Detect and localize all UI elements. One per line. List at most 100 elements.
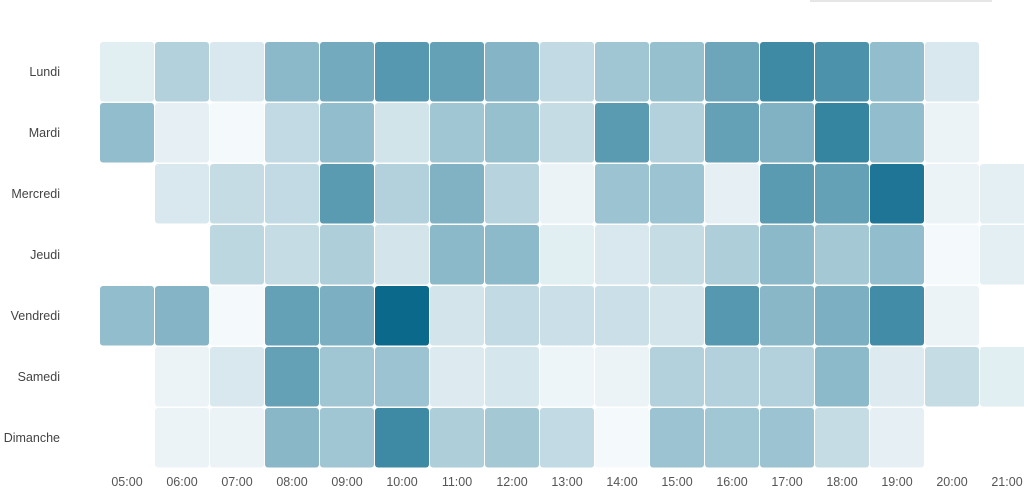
- heatmap-cell-dimanche-0700[interactable]: [210, 408, 264, 468]
- heatmap-cell-vendredi-1900[interactable]: [870, 286, 924, 346]
- heatmap-cell-mercredi-1900[interactable]: [870, 164, 924, 224]
- heatmap-cell-mercredi-0600[interactable]: [155, 164, 209, 224]
- heatmap-cell-vendredi-0700[interactable]: [210, 286, 264, 346]
- heatmap-cell-dimanche-1100[interactable]: [430, 408, 484, 468]
- heatmap-cell-vendredi-0900[interactable]: [320, 286, 374, 346]
- heatmap-cell-mercredi-1800[interactable]: [815, 164, 869, 224]
- heatmap-cell-samedi-1900[interactable]: [870, 347, 924, 407]
- heatmap-cell-lundi-0900[interactable]: [320, 42, 374, 102]
- heatmap-cell-mercredi-1600[interactable]: [705, 164, 759, 224]
- heatmap-cell-dimanche-1900[interactable]: [870, 408, 924, 468]
- heatmap-cell-jeudi-1700[interactable]: [760, 225, 814, 285]
- heatmap-cell-samedi-1400[interactable]: [595, 347, 649, 407]
- heatmap-cell-jeudi-1500[interactable]: [650, 225, 704, 285]
- heatmap-cell-mardi-1500[interactable]: [650, 103, 704, 163]
- heatmap-cell-dimanche-0800[interactable]: [265, 408, 319, 468]
- heatmap-cell-lundi-0700[interactable]: [210, 42, 264, 102]
- heatmap-cell-dimanche-1000[interactable]: [375, 408, 429, 468]
- heatmap-cell-mardi-1300[interactable]: [540, 103, 594, 163]
- heatmap-cell-vendredi-1400[interactable]: [595, 286, 649, 346]
- heatmap-cell-mardi-0600[interactable]: [155, 103, 209, 163]
- heatmap-cell-samedi-1100[interactable]: [430, 347, 484, 407]
- heatmap-cell-lundi-1300[interactable]: [540, 42, 594, 102]
- heatmap-cell-lundi-1600[interactable]: [705, 42, 759, 102]
- heatmap-cell-jeudi-1300[interactable]: [540, 225, 594, 285]
- heatmap-cell-mercredi-1100[interactable]: [430, 164, 484, 224]
- heatmap-cell-vendredi-1700[interactable]: [760, 286, 814, 346]
- heatmap-cell-dimanche-1700[interactable]: [760, 408, 814, 468]
- heatmap-cell-samedi-0800[interactable]: [265, 347, 319, 407]
- heatmap-cell-lundi-1400[interactable]: [595, 42, 649, 102]
- heatmap-cell-samedi-2100[interactable]: [980, 347, 1024, 407]
- heatmap-cell-dimanche-0900[interactable]: [320, 408, 374, 468]
- heatmap-cell-lundi-1700[interactable]: [760, 42, 814, 102]
- heatmap-cell-lundi-0600[interactable]: [155, 42, 209, 102]
- heatmap-cell-mardi-0700[interactable]: [210, 103, 264, 163]
- heatmap-cell-lundi-1500[interactable]: [650, 42, 704, 102]
- heatmap-cell-lundi-1200[interactable]: [485, 42, 539, 102]
- heatmap-cell-mercredi-1500[interactable]: [650, 164, 704, 224]
- heatmap-cell-jeudi-0800[interactable]: [265, 225, 319, 285]
- heatmap-cell-samedi-1500[interactable]: [650, 347, 704, 407]
- heatmap-cell-mercredi-1300[interactable]: [540, 164, 594, 224]
- heatmap-cell-mardi-1200[interactable]: [485, 103, 539, 163]
- heatmap-cell-jeudi-2100[interactable]: [980, 225, 1024, 285]
- heatmap-cell-vendredi-2000[interactable]: [925, 286, 979, 346]
- heatmap-cell-lundi-0500[interactable]: [100, 42, 154, 102]
- heatmap-cell-jeudi-1200[interactable]: [485, 225, 539, 285]
- heatmap-cell-samedi-1000[interactable]: [375, 347, 429, 407]
- heatmap-cell-vendredi-1600[interactable]: [705, 286, 759, 346]
- heatmap-cell-mercredi-1200[interactable]: [485, 164, 539, 224]
- heatmap-cell-mardi-1000[interactable]: [375, 103, 429, 163]
- heatmap-cell-jeudi-0900[interactable]: [320, 225, 374, 285]
- heatmap-cell-mardi-2000[interactable]: [925, 103, 979, 163]
- heatmap-cell-jeudi-1900[interactable]: [870, 225, 924, 285]
- heatmap-cell-mardi-0900[interactable]: [320, 103, 374, 163]
- heatmap-cell-mercredi-1000[interactable]: [375, 164, 429, 224]
- heatmap-cell-lundi-2000[interactable]: [925, 42, 979, 102]
- heatmap-cell-lundi-1100[interactable]: [430, 42, 484, 102]
- heatmap-cell-jeudi-1600[interactable]: [705, 225, 759, 285]
- heatmap-cell-jeudi-2000[interactable]: [925, 225, 979, 285]
- heatmap-cell-lundi-1800[interactable]: [815, 42, 869, 102]
- heatmap-cell-samedi-1800[interactable]: [815, 347, 869, 407]
- heatmap-cell-samedi-1700[interactable]: [760, 347, 814, 407]
- heatmap-cell-mardi-1900[interactable]: [870, 103, 924, 163]
- heatmap-cell-vendredi-1200[interactable]: [485, 286, 539, 346]
- heatmap-cell-jeudi-0700[interactable]: [210, 225, 264, 285]
- heatmap-cell-samedi-2000[interactable]: [925, 347, 979, 407]
- heatmap-cell-samedi-1600[interactable]: [705, 347, 759, 407]
- heatmap-cell-mercredi-0800[interactable]: [265, 164, 319, 224]
- heatmap-cell-vendredi-1500[interactable]: [650, 286, 704, 346]
- heatmap-cell-samedi-0600[interactable]: [155, 347, 209, 407]
- heatmap-cell-vendredi-0600[interactable]: [155, 286, 209, 346]
- heatmap-cell-dimanche-1300[interactable]: [540, 408, 594, 468]
- heatmap-cell-vendredi-0800[interactable]: [265, 286, 319, 346]
- heatmap-cell-mardi-1800[interactable]: [815, 103, 869, 163]
- heatmap-cell-dimanche-1800[interactable]: [815, 408, 869, 468]
- heatmap-cell-dimanche-1500[interactable]: [650, 408, 704, 468]
- heatmap-cell-lundi-1900[interactable]: [870, 42, 924, 102]
- heatmap-cell-mardi-1400[interactable]: [595, 103, 649, 163]
- heatmap-cell-dimanche-1400[interactable]: [595, 408, 649, 468]
- heatmap-cell-mardi-0500[interactable]: [100, 103, 154, 163]
- heatmap-cell-vendredi-0500[interactable]: [100, 286, 154, 346]
- heatmap-cell-samedi-0900[interactable]: [320, 347, 374, 407]
- heatmap-cell-samedi-1200[interactable]: [485, 347, 539, 407]
- heatmap-cell-vendredi-1800[interactable]: [815, 286, 869, 346]
- heatmap-cell-samedi-1300[interactable]: [540, 347, 594, 407]
- heatmap-cell-vendredi-1300[interactable]: [540, 286, 594, 346]
- heatmap-cell-vendredi-1100[interactable]: [430, 286, 484, 346]
- heatmap-cell-dimanche-1600[interactable]: [705, 408, 759, 468]
- heatmap-cell-dimanche-0600[interactable]: [155, 408, 209, 468]
- heatmap-cell-mercredi-1400[interactable]: [595, 164, 649, 224]
- heatmap-cell-mercredi-0700[interactable]: [210, 164, 264, 224]
- heatmap-cell-mercredi-2100[interactable]: [980, 164, 1024, 224]
- heatmap-cell-jeudi-1100[interactable]: [430, 225, 484, 285]
- heatmap-cell-lundi-1000[interactable]: [375, 42, 429, 102]
- heatmap-cell-mardi-0800[interactable]: [265, 103, 319, 163]
- heatmap-cell-mercredi-2000[interactable]: [925, 164, 979, 224]
- heatmap-cell-mardi-1600[interactable]: [705, 103, 759, 163]
- heatmap-cell-dimanche-1200[interactable]: [485, 408, 539, 468]
- heatmap-cell-mardi-1700[interactable]: [760, 103, 814, 163]
